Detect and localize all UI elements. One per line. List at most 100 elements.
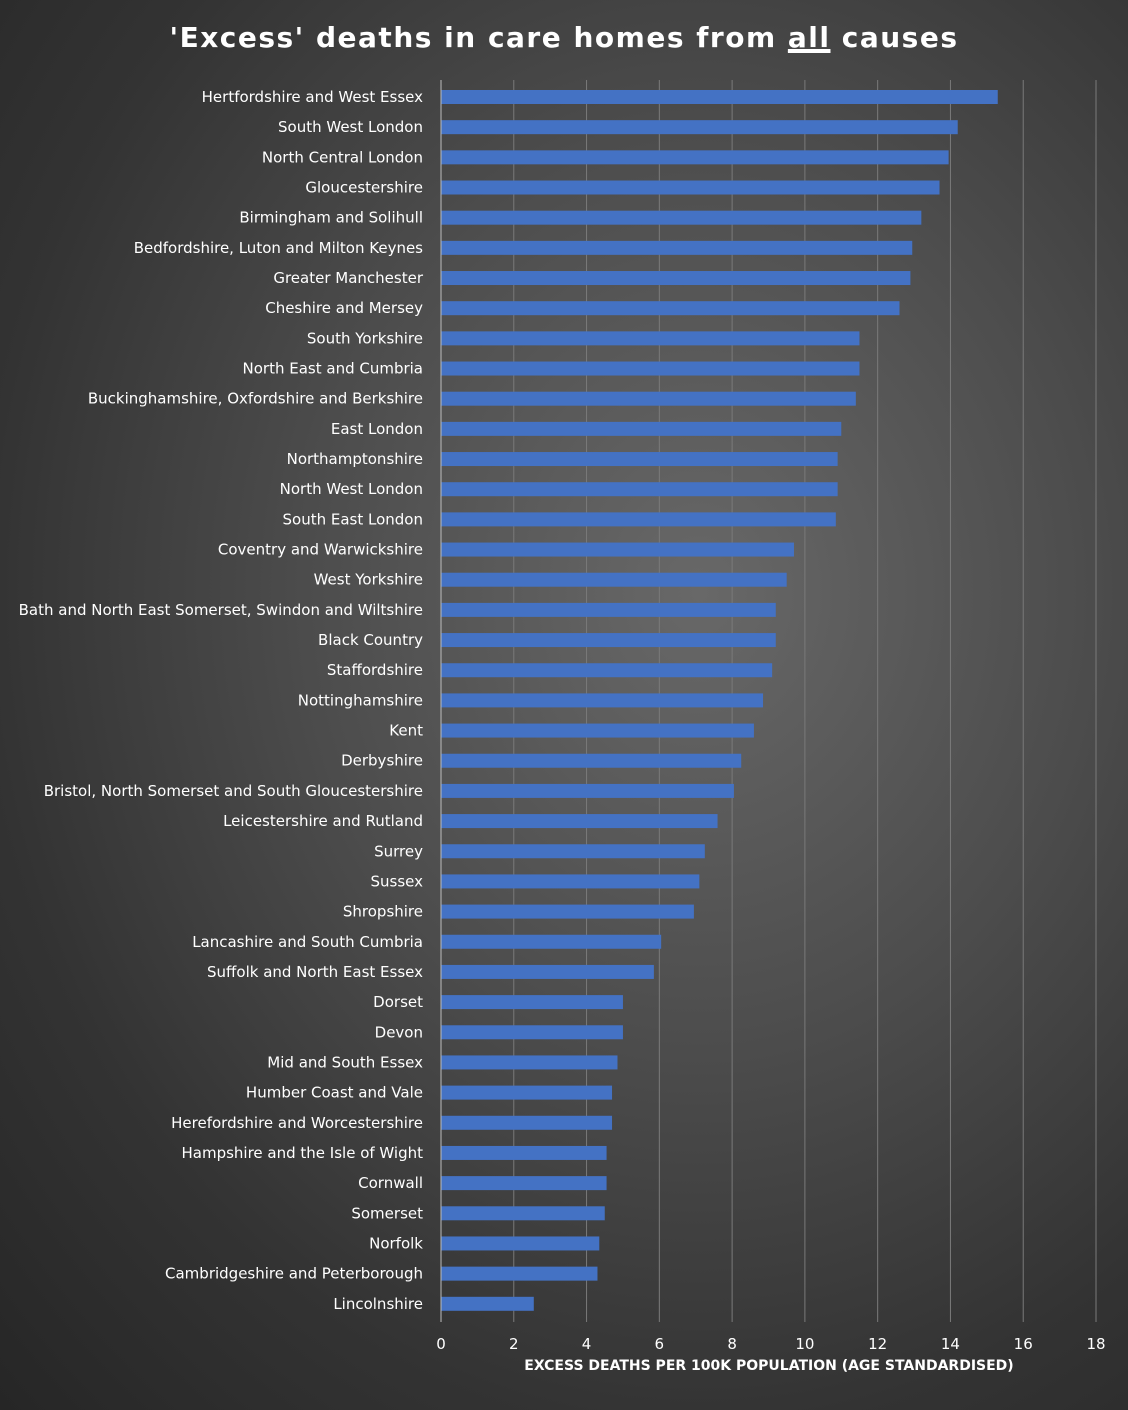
bar <box>441 633 776 648</box>
category-label: Gloucestershire <box>305 179 423 197</box>
x-tick-label: 0 <box>436 1335 446 1353</box>
category-label: Humber Coast and Vale <box>246 1084 423 1102</box>
bar <box>441 693 764 708</box>
category-label: South Yorkshire <box>307 329 423 347</box>
bar <box>441 1266 598 1281</box>
category-label: Surrey <box>374 842 423 860</box>
category-label: Derbyshire <box>341 752 423 770</box>
category-label: North East and Cumbria <box>243 360 423 378</box>
category-label: Nottinghamshire <box>298 691 423 709</box>
bar <box>441 844 705 859</box>
bar <box>441 934 662 949</box>
bar <box>441 452 838 467</box>
category-label: Suffolk and North East Essex <box>207 963 423 981</box>
bar <box>441 1115 613 1130</box>
chart-title: 'Excess' deaths in care homes from all c… <box>170 21 959 54</box>
bar <box>441 210 922 225</box>
category-label: Kent <box>389 722 423 740</box>
x-tick-label: 14 <box>941 1335 960 1353</box>
bar <box>441 964 654 979</box>
category-label: South West London <box>278 118 423 136</box>
category-label: Lancashire and South Cumbria <box>192 933 423 951</box>
x-axis-tick-labels: 0 2 4 6 8 10 12 14 16 18 <box>436 1335 1105 1353</box>
bar <box>441 240 913 255</box>
category-label: Staffordshire <box>327 661 423 679</box>
category-label: Herefordshire and Worcestershire <box>171 1114 423 1132</box>
bar <box>441 602 776 617</box>
category-label: South East London <box>283 510 423 528</box>
bar <box>441 1176 607 1191</box>
bar <box>441 904 694 919</box>
bar <box>441 542 794 557</box>
category-label: Cheshire and Mersey <box>265 299 423 317</box>
bar <box>441 1145 607 1160</box>
bar <box>441 331 860 346</box>
category-label: Birmingham and Solihull <box>239 209 423 227</box>
bar <box>441 180 940 195</box>
category-label: Norfolk <box>369 1234 423 1252</box>
x-tick-label: 8 <box>727 1335 737 1353</box>
category-label: Dorset <box>373 993 423 1011</box>
bars <box>441 90 998 1311</box>
bar <box>441 512 836 527</box>
bar <box>441 1025 623 1040</box>
x-tick-label: 2 <box>509 1335 519 1353</box>
x-tick-label: 6 <box>655 1335 665 1353</box>
bar <box>441 482 838 497</box>
x-tick-label: 4 <box>582 1335 592 1353</box>
category-label: Buckinghamshire, Oxfordshire and Berkshi… <box>88 390 423 408</box>
bar <box>441 391 856 406</box>
category-label: Sussex <box>371 872 424 890</box>
bar <box>441 120 958 135</box>
category-label: Mid and South Essex <box>267 1053 423 1071</box>
x-tick-label: 18 <box>1086 1335 1105 1353</box>
category-label: Bristol, North Somerset and South Glouce… <box>44 782 423 800</box>
bar <box>441 421 842 436</box>
x-tick-label: 12 <box>868 1335 887 1353</box>
category-label: Lincolnshire <box>333 1295 423 1313</box>
bar <box>441 753 742 768</box>
category-label: Black Country <box>318 631 423 649</box>
x-tick-label: 10 <box>795 1335 814 1353</box>
x-tick-label: 16 <box>1014 1335 1033 1353</box>
category-label: North Central London <box>262 148 423 166</box>
category-label: Leicestershire and Rutland <box>223 812 423 830</box>
bar <box>441 1296 534 1311</box>
bar <box>441 995 623 1010</box>
bar <box>441 1055 618 1070</box>
category-label: Devon <box>375 1023 423 1041</box>
category-label: Greater Manchester <box>273 269 423 287</box>
x-axis-title: EXCESS DEATHS PER 100K POPULATION (AGE S… <box>524 1358 1013 1374</box>
bar <box>441 723 754 738</box>
chart-title-part-1: 'Excess' deaths in care homes from <box>170 21 788 54</box>
bar <box>441 874 700 889</box>
bar <box>441 814 718 829</box>
category-label: Coventry and Warwickshire <box>218 541 423 559</box>
bar <box>441 150 949 165</box>
category-label: Somerset <box>351 1204 423 1222</box>
category-label: West Yorkshire <box>314 571 423 589</box>
category-labels: Hertfordshire and West Essex South West L… <box>19 88 424 1313</box>
bar <box>441 271 911 286</box>
bar <box>441 783 734 798</box>
category-label: North West London <box>280 480 423 498</box>
category-label: East London <box>331 420 423 438</box>
chart-title-emphasis: all <box>788 21 831 54</box>
category-label: Bath and North East Somerset, Swindon an… <box>19 601 423 619</box>
bar <box>441 90 998 104</box>
chart-title-part-2: causes <box>830 21 958 54</box>
bar <box>441 663 773 678</box>
bar <box>441 1206 605 1221</box>
category-label: Cornwall <box>358 1174 423 1192</box>
bar <box>441 361 860 376</box>
category-label: Bedfordshire, Luton and Milton Keynes <box>134 239 423 257</box>
category-label: Shropshire <box>343 903 423 921</box>
category-label: Hampshire and the Isle of Wight <box>181 1144 423 1162</box>
bar <box>441 1236 600 1251</box>
category-label: Northamptonshire <box>287 450 423 468</box>
category-label: Cambridgeshire and Peterborough <box>165 1265 423 1283</box>
category-label: Hertfordshire and West Essex <box>202 88 423 106</box>
bar <box>441 1085 613 1100</box>
bar <box>441 572 787 587</box>
